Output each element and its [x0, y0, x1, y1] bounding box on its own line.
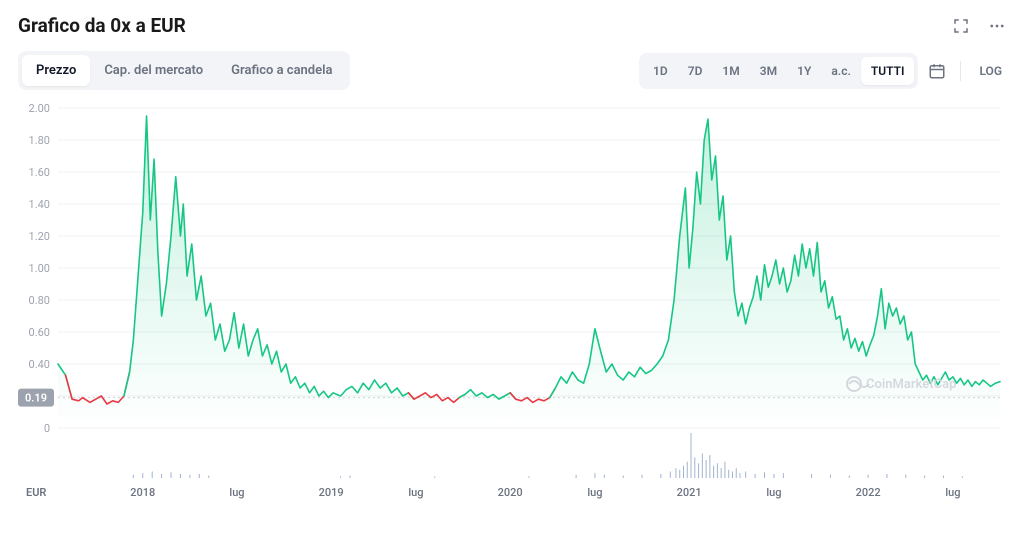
- tab-prezzo[interactable]: Prezzo: [22, 55, 90, 86]
- svg-text:2020: 2020: [498, 486, 523, 499]
- svg-text:2.00: 2.00: [29, 102, 50, 115]
- time-range-group: 1D7D1M3M1Ya.c.TUTTI: [639, 53, 918, 89]
- chart-toolbar: PrezzoCap. del mercatoGrafico a candela …: [18, 51, 1006, 90]
- svg-text:lug: lug: [408, 486, 423, 499]
- svg-text:1.20: 1.20: [29, 230, 50, 243]
- svg-text:lug: lug: [229, 486, 244, 499]
- svg-text:0.60: 0.60: [29, 326, 50, 339]
- range-1d[interactable]: 1D: [643, 57, 678, 85]
- svg-text:1.00: 1.00: [29, 262, 50, 275]
- log-toggle[interactable]: LOG: [975, 57, 1006, 85]
- chart-type-tabs: PrezzoCap. del mercatoGrafico a candela: [18, 51, 350, 90]
- svg-text:lug: lug: [945, 486, 960, 499]
- svg-text:1.80: 1.80: [29, 134, 50, 147]
- svg-text:lug: lug: [587, 486, 602, 499]
- more-icon[interactable]: [988, 17, 1006, 35]
- range-controls: 1D7D1M3M1Ya.c.TUTTI LOG: [639, 53, 1006, 89]
- svg-text:0.19: 0.19: [25, 392, 47, 405]
- svg-text:0: 0: [44, 422, 50, 435]
- svg-text:lug: lug: [766, 486, 781, 499]
- range-7d[interactable]: 7D: [678, 57, 713, 85]
- range-a-c-[interactable]: a.c.: [821, 57, 861, 85]
- svg-text:1.40: 1.40: [29, 198, 50, 211]
- divider: [960, 61, 961, 81]
- svg-text:2022: 2022: [856, 486, 881, 499]
- svg-text:2019: 2019: [319, 486, 344, 499]
- svg-text:1.60: 1.60: [29, 166, 50, 179]
- range-3m[interactable]: 3M: [750, 57, 787, 85]
- range-tutti[interactable]: TUTTI: [861, 57, 915, 85]
- fullscreen-icon[interactable]: [952, 17, 970, 35]
- price-chart[interactable]: 00.200.400.600.801.001.201.401.601.802.0…: [18, 102, 1006, 502]
- range-1m[interactable]: 1M: [712, 57, 749, 85]
- chart-title: Grafico da 0x a EUR: [18, 14, 186, 37]
- svg-text:0.80: 0.80: [29, 294, 50, 307]
- svg-text:CoinMarketCap: CoinMarketCap: [866, 377, 956, 392]
- header-actions: [952, 17, 1006, 35]
- tab-cap-del-mercato[interactable]: Cap. del mercato: [90, 55, 217, 86]
- svg-text:EUR: EUR: [26, 486, 46, 499]
- svg-text:2021: 2021: [677, 486, 702, 499]
- svg-text:0.40: 0.40: [29, 358, 50, 371]
- calendar-icon[interactable]: [928, 62, 946, 80]
- tab-grafico-a-candela[interactable]: Grafico a candela: [217, 55, 346, 86]
- range-1y[interactable]: 1Y: [787, 57, 821, 85]
- svg-text:2018: 2018: [130, 486, 155, 499]
- chart-header: Grafico da 0x a EUR: [18, 14, 1006, 37]
